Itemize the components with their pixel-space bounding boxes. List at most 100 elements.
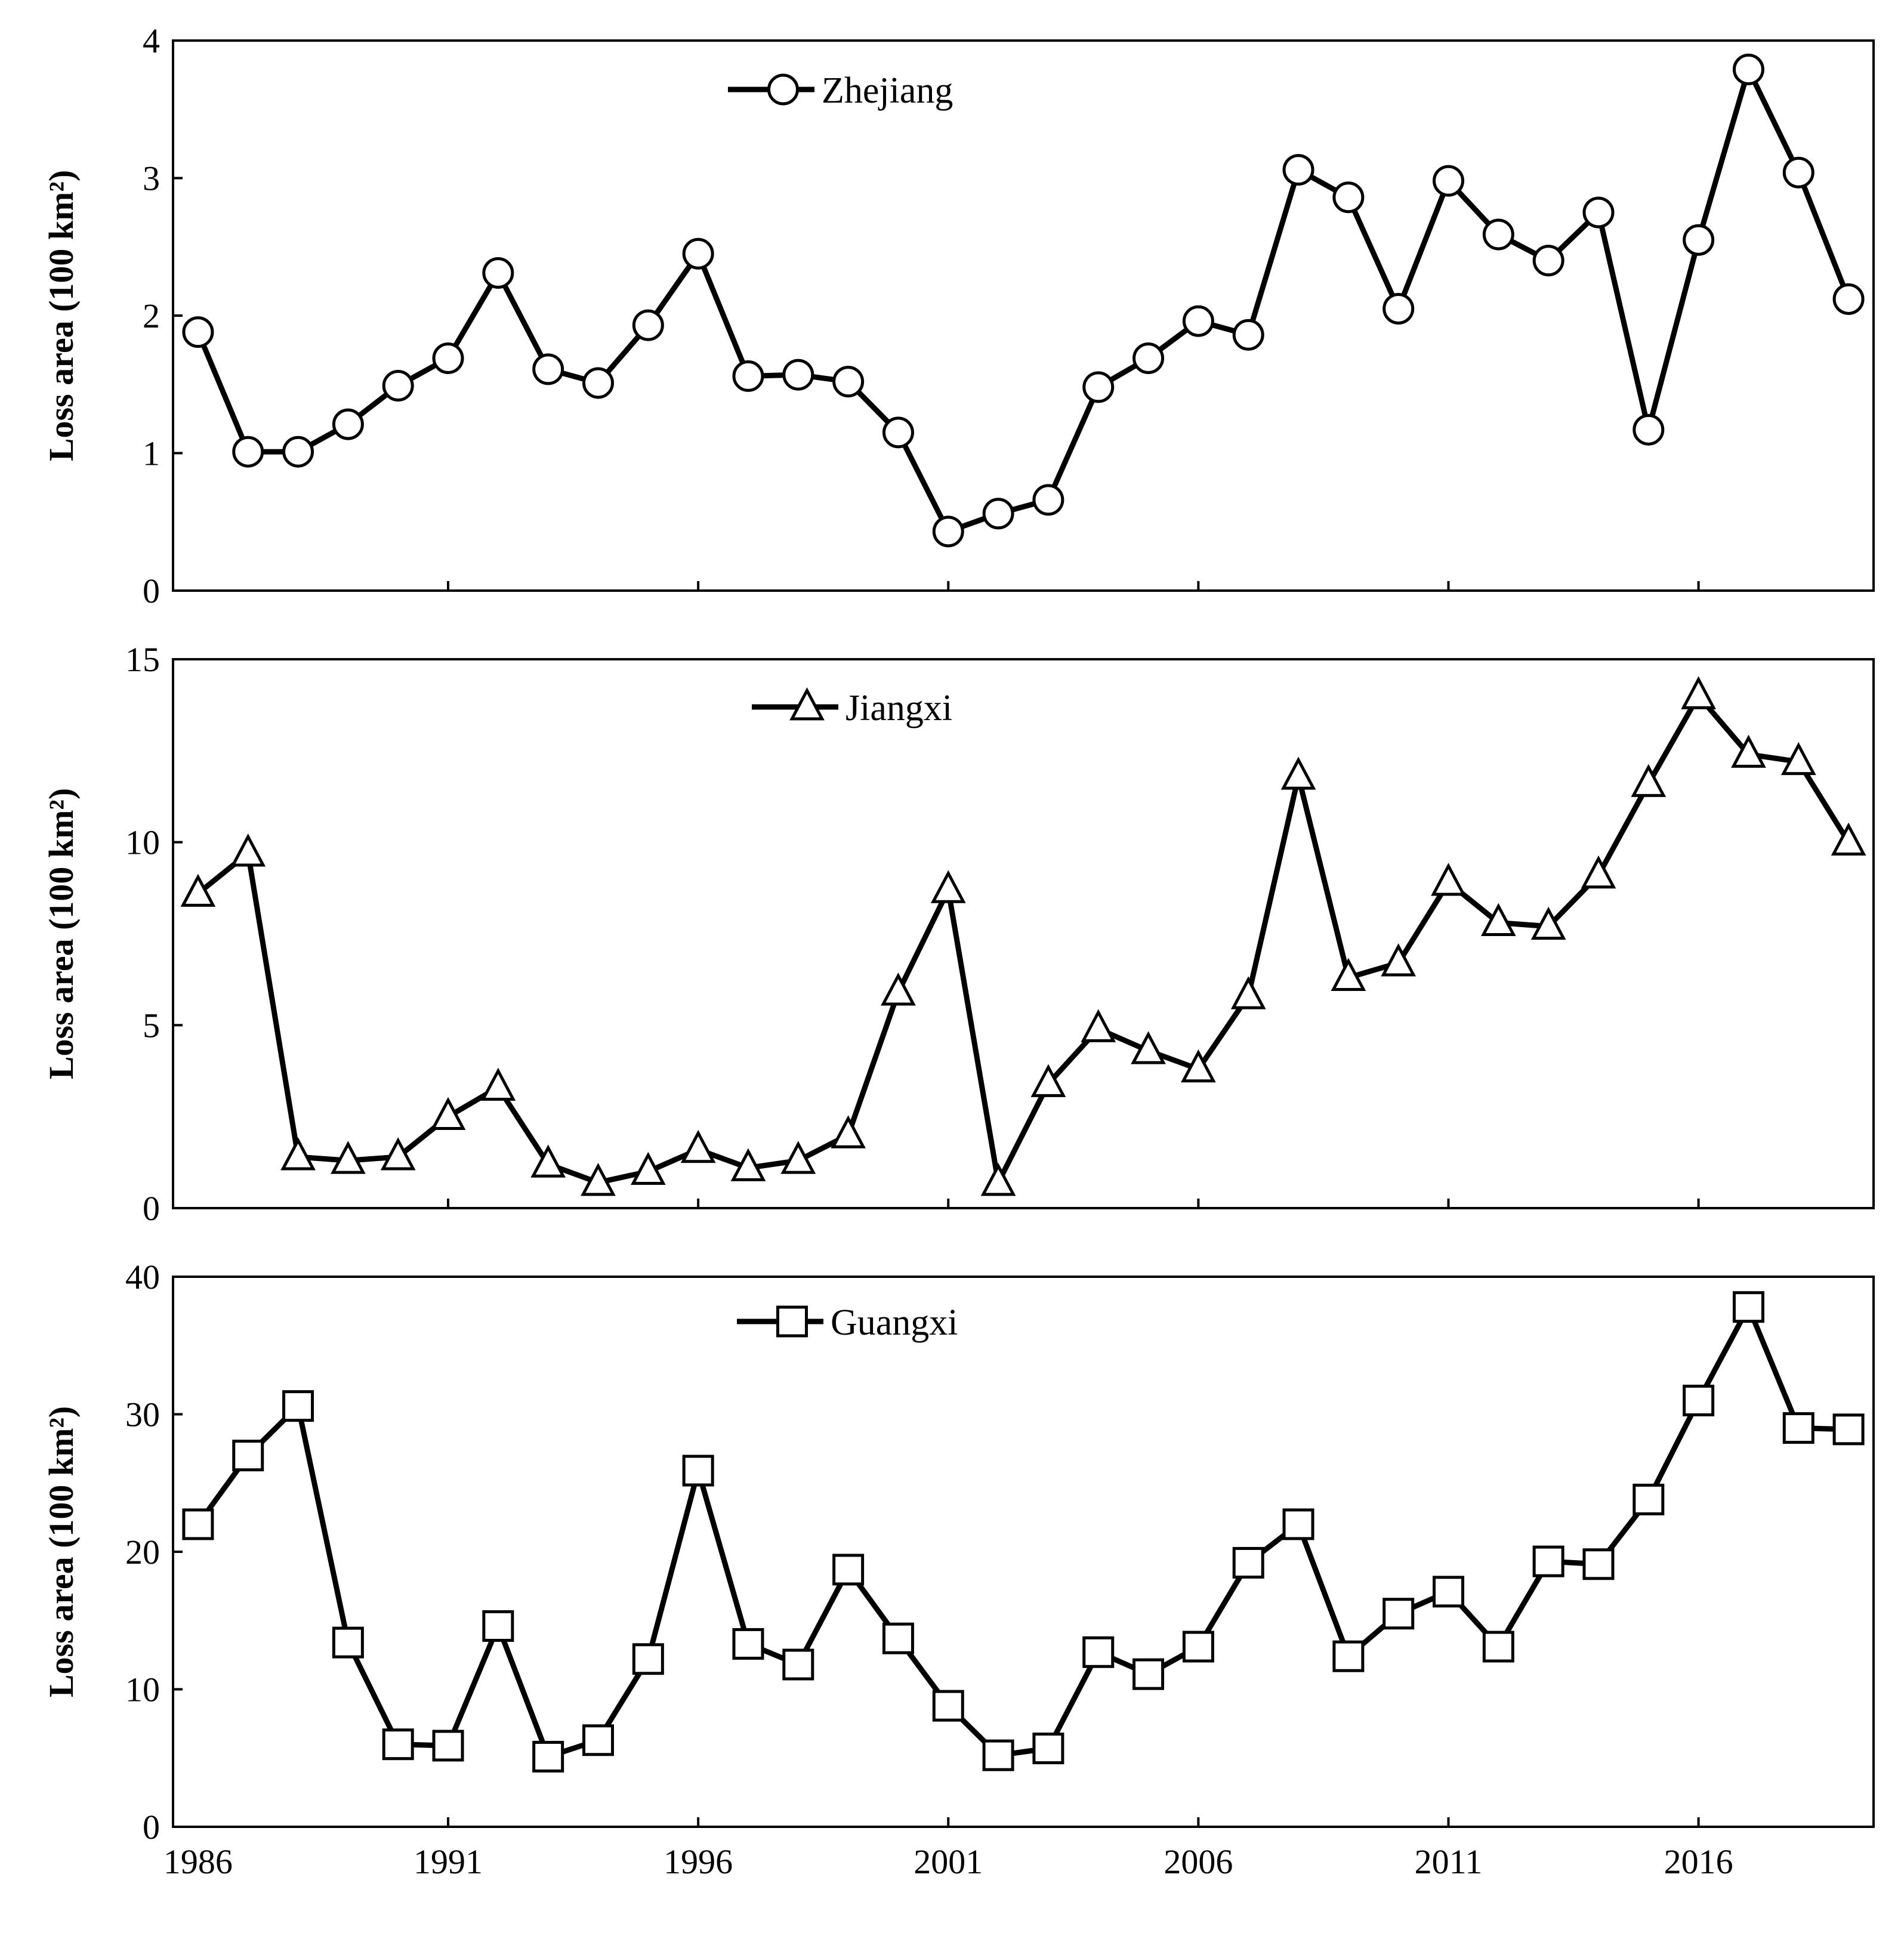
data-point-zhejiang-1996 [682, 237, 714, 270]
data-point-guangxi-2006 [1182, 1631, 1214, 1663]
data-point-guangxi-1992 [482, 1610, 514, 1642]
data-point-zhejiang-1997 [732, 360, 764, 392]
data-point-jiangxi-1987 [230, 833, 266, 867]
legend-marker-square [776, 1305, 808, 1338]
y-tick-label: 0 [143, 572, 160, 610]
data-point-jiangxi-2000 [881, 972, 916, 1006]
data-point-zhejiang-2016 [1683, 224, 1715, 256]
data-point-jiangxi-2006 [1181, 1049, 1216, 1083]
data-point-zhejiang-2002 [982, 498, 1014, 530]
data-point-zhejiang-2003 [1032, 484, 1064, 516]
data-point-jiangxi-2012 [1480, 903, 1516, 936]
y-tick-label: 10 [125, 1670, 160, 1709]
data-point-jiangxi-2009 [1331, 958, 1366, 991]
data-point-jiangxi-1999 [831, 1115, 866, 1148]
data-point-guangxi-2005 [1132, 1658, 1165, 1690]
data-point-guangxi-2007 [1232, 1546, 1264, 1579]
data-point-guangxi-1988 [282, 1390, 314, 1422]
data-point-zhejiang-2005 [1132, 342, 1165, 374]
y-axis-label: Loss area (100 km²) [42, 1406, 81, 1697]
data-point-guangxi-1997 [732, 1628, 764, 1660]
data-point-jiangxi-1998 [780, 1141, 816, 1174]
data-point-zhejiang-2009 [1332, 181, 1365, 214]
data-point-zhejiang-1986 [182, 316, 214, 348]
data-point-zhejiang-1993 [532, 353, 564, 385]
data-point-zhejiang-1998 [782, 359, 814, 391]
data-point-guangxi-1990 [382, 1728, 414, 1761]
y-tick-label: 3 [143, 159, 160, 198]
legend-label-jiangxi: Jiangxi [845, 688, 952, 728]
data-point-guangxi-1986 [182, 1508, 214, 1540]
data-point-jiangxi-2008 [1280, 756, 1316, 790]
series-line-zhejiang [195, 66, 1851, 535]
data-point-guangxi-2018 [1782, 1412, 1814, 1444]
legend-label-zhejiang: Zhejiang [822, 70, 953, 111]
x-tick-label: 2011 [1415, 1842, 1483, 1881]
data-point-jiangxi-1992 [480, 1067, 516, 1101]
data-point-jiangxi-2005 [1131, 1031, 1166, 1064]
data-point-zhejiang-2018 [1782, 156, 1814, 189]
data-point-jiangxi-1989 [331, 1141, 366, 1174]
plot-frame [172, 658, 1875, 1209]
data-point-jiangxi-2018 [1780, 742, 1816, 776]
data-point-guangxi-2019 [1832, 1413, 1865, 1446]
data-point-guangxi-2016 [1683, 1384, 1715, 1416]
data-point-guangxi-2017 [1732, 1291, 1764, 1323]
y-tick-label: 15 [125, 640, 160, 679]
y-tick-label: 30 [125, 1395, 160, 1434]
data-point-guangxi-2015 [1633, 1483, 1665, 1515]
data-point-zhejiang-2011 [1433, 165, 1464, 197]
data-point-guangxi-2004 [1082, 1636, 1115, 1668]
data-point-zhejiang-1999 [832, 366, 865, 398]
data-point-jiangxi-2017 [1731, 734, 1766, 768]
data-point-jiangxi-2014 [1581, 855, 1616, 889]
data-point-guangxi-2000 [882, 1622, 914, 1654]
data-point-guangxi-1991 [432, 1730, 464, 1762]
data-point-zhejiang-1991 [432, 342, 464, 374]
data-point-guangxi-1996 [682, 1455, 714, 1487]
data-point-zhejiang-2019 [1832, 283, 1865, 315]
data-point-zhejiang-2013 [1532, 245, 1564, 277]
data-point-jiangxi-2002 [980, 1163, 1016, 1196]
x-tick-label: 2001 [914, 1842, 983, 1881]
data-point-jiangxi-1990 [380, 1137, 416, 1171]
data-point-guangxi-1987 [232, 1440, 264, 1472]
data-point-jiangxi-2001 [930, 870, 966, 903]
data-point-guangxi-1998 [782, 1648, 814, 1681]
data-point-zhejiang-2004 [1082, 371, 1115, 403]
data-point-jiangxi-2015 [1631, 764, 1667, 797]
data-point-guangxi-2002 [982, 1739, 1014, 1771]
panel-2: 0 5 10 15 Loss area (100 km²) Jiangxi [42, 640, 1875, 1228]
data-point-jiangxi-2003 [1030, 1064, 1066, 1097]
data-point-guangxi-1994 [582, 1724, 614, 1756]
series-line-guangxi [196, 1304, 1849, 1759]
data-point-guangxi-2009 [1332, 1640, 1365, 1672]
data-point-zhejiang-2015 [1633, 413, 1665, 446]
data-point-jiangxi-1993 [530, 1144, 566, 1178]
data-point-jiangxi-1996 [680, 1129, 716, 1163]
data-point-zhejiang-2010 [1383, 292, 1415, 325]
legend-marker-circle [767, 73, 799, 106]
data-point-jiangxi-2019 [1831, 822, 1866, 856]
data-point-zhejiang-2012 [1482, 218, 1514, 251]
data-point-guangxi-1993 [532, 1740, 564, 1773]
data-point-guangxi-2008 [1282, 1508, 1314, 1540]
data-point-zhejiang-1992 [482, 257, 514, 289]
data-point-zhejiang-2006 [1182, 305, 1214, 337]
x-tick-label: 1986 [163, 1842, 233, 1881]
data-point-guangxi-1995 [632, 1643, 664, 1675]
data-point-jiangxi-1986 [180, 873, 216, 907]
series-line-jiangxi [196, 693, 1851, 1185]
data-point-zhejiang-2001 [932, 515, 964, 548]
data-point-zhejiang-1994 [582, 367, 614, 399]
data-point-zhejiang-1987 [232, 436, 264, 468]
y-tick-label: 40 [125, 1258, 160, 1296]
data-point-jiangxi-1994 [581, 1163, 616, 1196]
data-point-jiangxi-2010 [1381, 943, 1417, 977]
data-point-zhejiang-1995 [632, 309, 664, 341]
data-point-guangxi-2014 [1582, 1548, 1615, 1580]
panel-1: 0 1 2 3 4 Loss area (100 km²) Zhejiang [42, 21, 1875, 610]
x-tick-label: 1996 [664, 1842, 733, 1881]
